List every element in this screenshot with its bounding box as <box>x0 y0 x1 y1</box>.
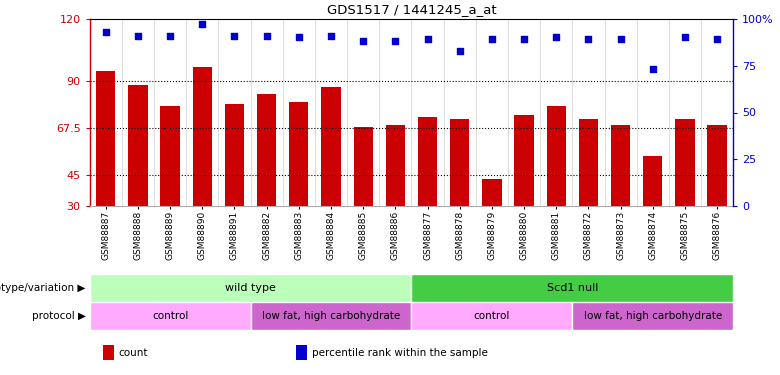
Point <box>229 33 241 39</box>
Point <box>647 66 659 72</box>
Bar <box>90 302 250 330</box>
Point <box>550 34 562 40</box>
Bar <box>412 274 733 302</box>
Bar <box>289 102 308 206</box>
Bar <box>90 274 412 302</box>
Point <box>100 29 112 35</box>
Point <box>261 33 273 39</box>
Bar <box>257 94 276 206</box>
Bar <box>353 127 373 206</box>
Text: control: control <box>473 311 510 321</box>
Bar <box>643 156 662 206</box>
Bar <box>225 104 244 206</box>
Bar <box>675 119 694 206</box>
Point <box>421 36 434 42</box>
Point <box>292 34 305 40</box>
Bar <box>707 125 727 206</box>
Bar <box>96 71 115 206</box>
Bar <box>128 86 147 206</box>
Bar <box>418 117 437 206</box>
Bar <box>193 67 212 206</box>
Bar <box>450 119 470 206</box>
Point <box>324 33 337 39</box>
Text: Scd1 null: Scd1 null <box>547 283 598 293</box>
Text: low fat, high carbohydrate: low fat, high carbohydrate <box>262 311 400 321</box>
Bar <box>250 302 412 330</box>
Bar <box>321 87 341 206</box>
Point <box>615 36 627 42</box>
Point <box>389 38 402 44</box>
Bar <box>161 106 179 206</box>
Text: low fat, high carbohydrate: low fat, high carbohydrate <box>583 311 722 321</box>
Point <box>679 34 691 40</box>
Text: genotype/variation ▶: genotype/variation ▶ <box>0 283 86 293</box>
Point <box>518 36 530 42</box>
Point <box>164 33 176 39</box>
Bar <box>412 302 573 330</box>
Text: count: count <box>119 348 148 357</box>
Bar <box>579 119 598 206</box>
Bar <box>547 106 566 206</box>
Bar <box>385 125 405 206</box>
Text: control: control <box>152 311 188 321</box>
Bar <box>296 345 307 360</box>
Text: protocol ▶: protocol ▶ <box>32 311 86 321</box>
Bar <box>573 302 733 330</box>
Point <box>486 36 498 42</box>
Point <box>582 36 594 42</box>
Point <box>196 21 208 27</box>
Bar <box>514 115 534 206</box>
Point <box>357 38 370 44</box>
Point <box>132 33 144 39</box>
Title: GDS1517 / 1441245_a_at: GDS1517 / 1441245_a_at <box>327 3 496 16</box>
Bar <box>611 125 630 206</box>
Point <box>453 48 466 54</box>
Point <box>711 36 723 42</box>
Text: wild type: wild type <box>225 283 276 293</box>
Bar <box>482 179 502 206</box>
Text: percentile rank within the sample: percentile rank within the sample <box>312 348 488 357</box>
Bar <box>102 345 114 360</box>
